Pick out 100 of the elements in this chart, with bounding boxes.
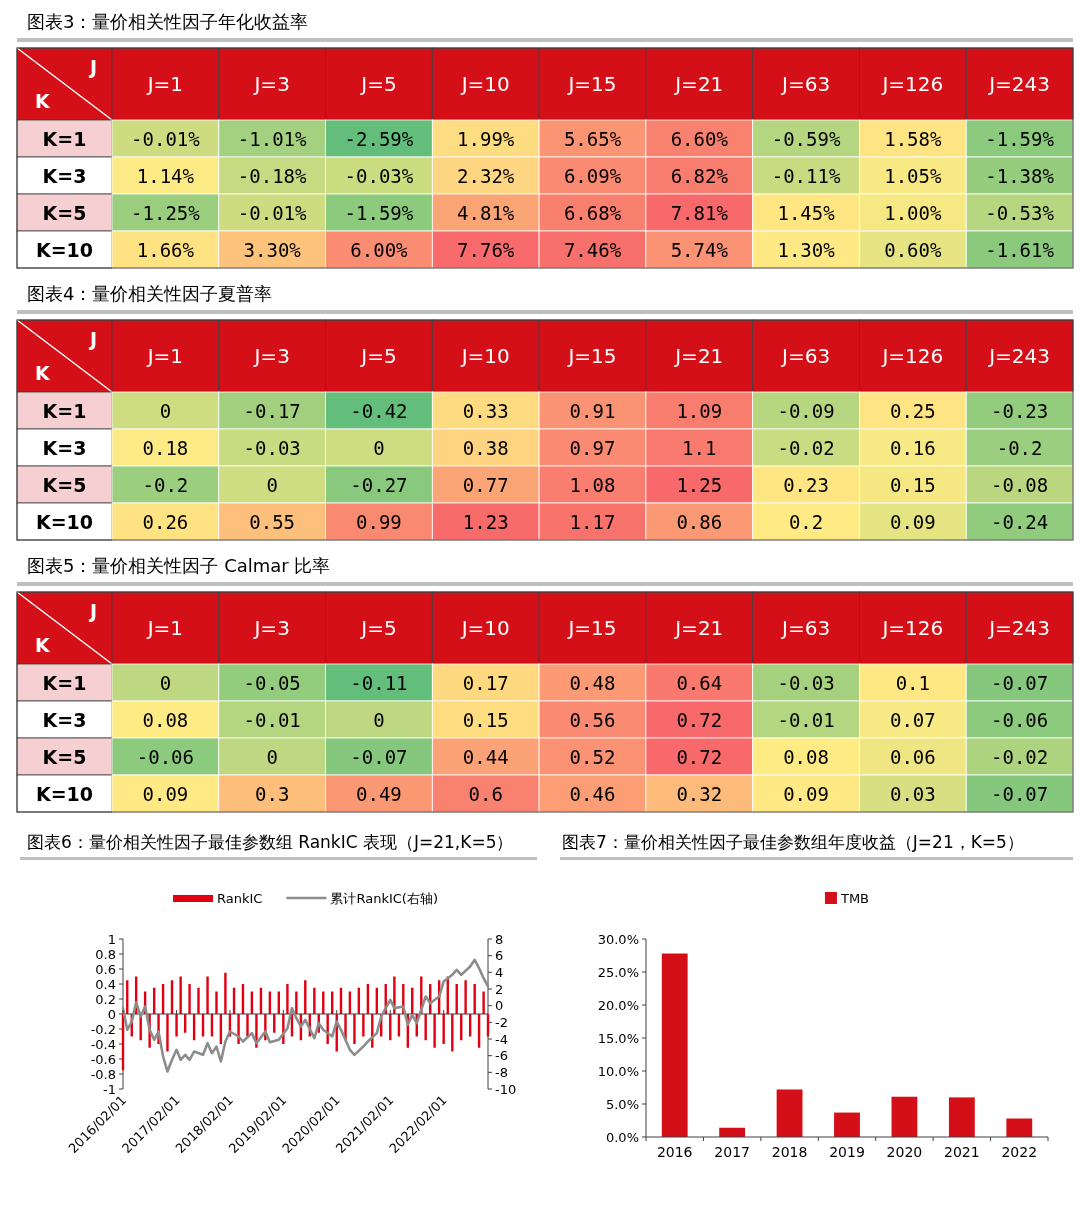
x-tick-label: J=15: [566, 344, 617, 368]
data-label: -0.07: [991, 671, 1049, 694]
x-tick-label: J=3: [252, 616, 290, 640]
data-label: 0.77: [462, 473, 509, 496]
data-label: 0.26: [142, 510, 189, 533]
data-label: 0.49: [356, 782, 402, 805]
x-tick-label: J=21: [673, 72, 724, 96]
data-label: 1.08: [569, 473, 616, 496]
line-series: [121, 958, 490, 1073]
chart-title: 图表3：量价相关性因子年化收益率: [27, 11, 309, 32]
data-label: -0.17: [243, 399, 301, 422]
data-label: 0.97: [569, 436, 616, 459]
y2-tick-label: -2: [495, 1014, 508, 1030]
y-tick-label: 0: [107, 1006, 116, 1022]
y-axis-title: K: [35, 362, 51, 384]
x-tick-label: 2017: [714, 1144, 750, 1160]
bar: [661, 953, 688, 1137]
data-label: -0.2: [142, 473, 189, 496]
data-label: -1.01%: [237, 127, 308, 150]
y-tick-label: 25.0%: [597, 964, 639, 980]
bar: [353, 1014, 356, 1044]
data-label: 0.6: [468, 782, 503, 805]
data-label: -0.03%: [344, 164, 414, 187]
data-label: 1.00%: [884, 201, 942, 224]
bar: [188, 984, 191, 1014]
data-label: 0.33: [462, 399, 509, 422]
data-label: -0.07: [991, 782, 1049, 805]
data-label: -1.59%: [344, 201, 414, 224]
data-label: -0.01: [243, 708, 301, 731]
y2-tick-label: 2: [495, 981, 504, 997]
y-tick-label: 0.0%: [605, 1129, 639, 1145]
x-tick-label: 2019: [829, 1144, 865, 1160]
data-label: 0: [159, 399, 172, 422]
bar: [451, 1014, 454, 1052]
x-tick-label: 2016: [656, 1144, 693, 1160]
x-tick-label: J=10: [459, 344, 510, 368]
data-label: 1.66%: [136, 238, 195, 261]
y-tick-label: 0.8: [95, 946, 116, 962]
data-label: 0.3: [255, 782, 290, 805]
data-label: 7.76%: [457, 238, 515, 261]
x-tick-label: J=1: [145, 72, 184, 96]
x-tick-label: 2020: [886, 1144, 923, 1160]
data-label: 6.82%: [670, 164, 729, 187]
y-tick-label: 15.0%: [597, 1030, 639, 1046]
bar: [166, 1014, 169, 1052]
data-label: 0: [266, 745, 278, 768]
y-tick-label: 30.0%: [597, 931, 639, 947]
data-label: 6.09%: [563, 164, 622, 187]
y-tick-label: -0.8: [90, 1066, 116, 1082]
data-label: 0.07: [889, 708, 936, 731]
data-label: -0.05: [243, 671, 301, 694]
data-label: -0.01%: [237, 201, 308, 224]
data-label: -0.03: [243, 436, 301, 459]
data-label: 0.56: [569, 708, 616, 731]
data-label: 0.17: [462, 671, 509, 694]
x-tick-label: J=63: [780, 72, 831, 96]
data-label: 0.03: [889, 782, 936, 805]
y-tick-label: K=3: [42, 708, 87, 731]
data-label: 1.25: [676, 473, 723, 496]
data-label: -0.23: [991, 399, 1049, 422]
data-label: 0.48: [569, 671, 616, 694]
data-label: 0: [373, 436, 385, 459]
data-label: -1.61%: [985, 238, 1055, 261]
x-tick-label: 2018: [771, 1144, 808, 1160]
data-label: -0.06: [136, 745, 194, 768]
bar: [286, 984, 289, 1014]
y-tick-label: K=3: [42, 164, 87, 187]
data-label: 6.00%: [350, 238, 409, 261]
x-axis-title: J: [88, 56, 98, 78]
x-tick-label: J=3: [252, 344, 290, 368]
data-label: -0.2: [996, 436, 1043, 459]
bar: [175, 1014, 178, 1037]
x-tick-label: J=126: [880, 344, 944, 368]
y-tick-label: K=5: [42, 473, 87, 496]
bar: [891, 1096, 918, 1137]
bar: [197, 987, 200, 1014]
y-tick-label: 10.0%: [597, 1063, 639, 1079]
y2-tick-label: 8: [495, 931, 504, 947]
data-label: 0.72: [676, 708, 723, 731]
chart-title: 图表4：量价相关性因子夏普率: [27, 283, 273, 304]
y2-tick-label: 0: [495, 998, 504, 1014]
y-tick-label: K=10: [35, 238, 94, 261]
data-label: -0.42: [350, 399, 408, 422]
y-tick-label: 0.6: [95, 961, 116, 977]
data-label: 0.09: [889, 510, 936, 533]
data-label: 1.99%: [457, 127, 515, 150]
y2-tick-label: -10: [495, 1081, 517, 1097]
chart-title: 图表7：量价相关性因子最佳参数组年度收益（J=21，K=5）: [562, 832, 1024, 852]
data-label: 7.81%: [670, 201, 729, 224]
legend-label: TMB: [839, 891, 870, 906]
x-tick-label: J=15: [566, 616, 617, 640]
data-label: 0.99: [356, 510, 402, 533]
data-label: -0.07: [350, 745, 408, 768]
data-label: 1.05%: [884, 164, 942, 187]
data-label: 1.17: [569, 510, 616, 533]
data-label: 1.45%: [777, 201, 836, 224]
data-label: 6.60%: [670, 127, 729, 150]
data-label: 0.64: [676, 671, 723, 694]
bar: [464, 980, 467, 1014]
bar: [1006, 1118, 1033, 1137]
